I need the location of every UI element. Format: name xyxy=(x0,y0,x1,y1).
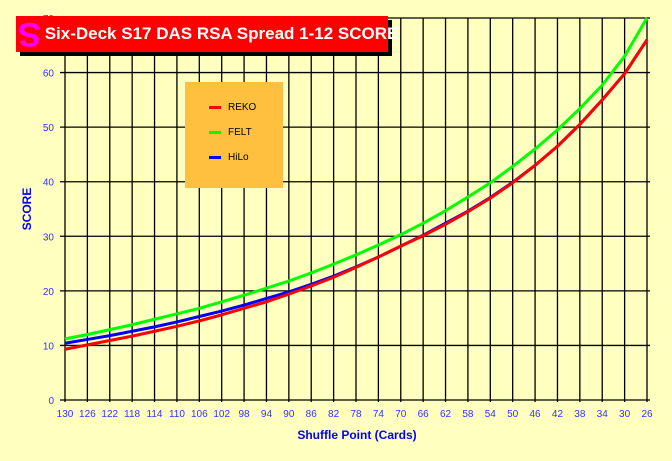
x-tick-label: 38 xyxy=(574,409,586,420)
chart-title: Six-Deck S17 DAS RSA Spread 1-12 SCORE xyxy=(44,24,399,43)
y-tick-label: 40 xyxy=(43,178,55,189)
x-tick-label: 26 xyxy=(641,409,653,420)
series-line-reko xyxy=(64,39,649,351)
x-tick-label: 58 xyxy=(462,409,474,420)
legend-label: REKO xyxy=(228,102,257,113)
x-tick-label: 110 xyxy=(169,409,185,420)
x-tick-label: 114 xyxy=(147,409,163,420)
y-tick-label: 30 xyxy=(43,232,55,243)
x-tick-label: 106 xyxy=(191,409,208,420)
legend-swatch-reko xyxy=(209,106,221,109)
y-tick-label: 0 xyxy=(48,396,54,407)
x-tick-label: 126 xyxy=(79,409,96,420)
legend-label: HiLo xyxy=(228,152,249,163)
legend-swatch-hilo xyxy=(209,156,221,159)
series-line-felt xyxy=(64,17,649,341)
x-tick-label: 74 xyxy=(373,409,385,420)
x-tick-label: 82 xyxy=(328,409,340,420)
x-tick-label: 78 xyxy=(350,409,362,420)
y-tick-label: 20 xyxy=(43,287,55,298)
y-tick-label: 60 xyxy=(43,69,55,80)
x-tick-label: 70 xyxy=(395,409,407,420)
legend: REKO FELT HiLo xyxy=(185,82,283,188)
x-axis-title: Shuffle Point (Cards) xyxy=(297,428,416,442)
legend-item-hilo: HiLo xyxy=(209,152,249,163)
y-tick-label: 10 xyxy=(43,341,55,352)
legend-label: FELT xyxy=(228,127,252,138)
grid xyxy=(60,17,650,402)
x-tick-label: 118 xyxy=(124,409,140,420)
x-tick-label: 86 xyxy=(306,409,318,420)
logo-s-icon: S xyxy=(18,15,41,53)
tick-labels: 0 10 20 30 40 50 60 70 130 126 122 118 114 110 106 102 9… xyxy=(43,14,653,420)
legend-swatch-felt xyxy=(209,131,221,134)
x-tick-label: 90 xyxy=(283,409,295,420)
series-lines xyxy=(64,17,649,351)
x-tick-label: 42 xyxy=(552,409,564,420)
x-tick-label: 122 xyxy=(101,409,118,420)
x-tick-label: 130 xyxy=(57,409,74,420)
y-tick-label: 50 xyxy=(43,123,55,134)
legend-item-reko: REKO xyxy=(209,102,256,113)
x-tick-label: 30 xyxy=(619,409,631,420)
x-tick-label: 50 xyxy=(507,409,519,420)
x-tick-label: 98 xyxy=(239,409,251,420)
x-tick-label: 94 xyxy=(261,409,273,420)
legend-item-felt: FELT xyxy=(209,127,252,138)
x-tick-label: 34 xyxy=(597,409,609,420)
x-tick-label: 54 xyxy=(485,409,497,420)
y-axis-title: SCORE xyxy=(20,188,34,231)
x-tick-label: 102 xyxy=(213,409,230,420)
x-tick-label: 62 xyxy=(440,409,452,420)
x-tick-label: 46 xyxy=(530,409,542,420)
chart-title-banner: S Six-Deck S17 DAS RSA Spread 1-12 SCORE xyxy=(16,15,398,53)
x-tick-label: 66 xyxy=(418,409,430,420)
